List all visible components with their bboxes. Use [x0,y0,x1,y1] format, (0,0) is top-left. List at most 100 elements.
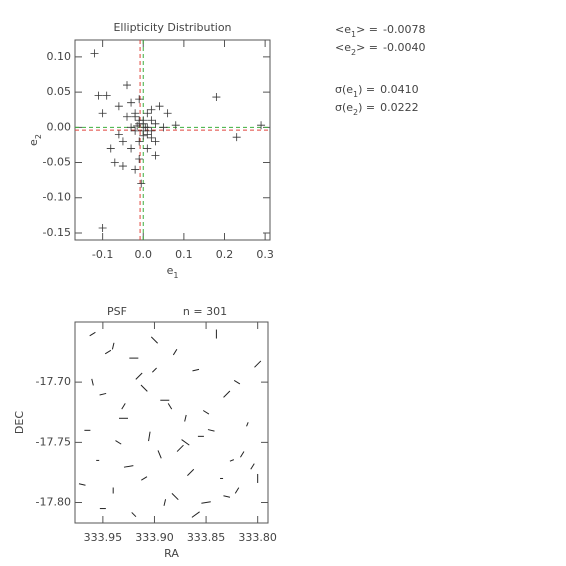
point [123,81,131,90]
whisker [187,468,195,476]
y-tick-label: 0.05 [47,85,72,98]
whisker [229,459,235,462]
x-tick-label: 0.2 [216,248,234,261]
whisker [201,501,211,504]
whisker [157,450,162,459]
x-tick-label: 0.0 [135,248,153,261]
whisker [234,487,240,494]
point [159,123,168,132]
point [135,137,144,146]
point [106,144,115,153]
point [151,137,160,146]
point [139,131,148,140]
x-tick-label: 0.1 [175,248,193,261]
stat-text: <e2> = -0.0040 [335,41,425,57]
stat-subscript: 1 [351,30,356,39]
point [155,102,164,111]
whisker [202,410,210,415]
point [147,126,156,135]
stat-label: σ(e [335,101,353,114]
whisker [223,390,231,398]
whisker [141,476,148,481]
x-tick-label: 333.90 [135,531,174,544]
point [143,109,152,118]
whisker [123,465,134,468]
whisker [191,511,200,518]
whisker [121,403,126,410]
point [127,144,136,153]
point [110,158,119,167]
point [151,151,160,160]
point [137,179,146,188]
axis-label-text: DEC [13,411,26,434]
whisker [254,360,262,368]
y-tick-label: -17.75 [36,435,71,448]
stat-value: -0.0078 [383,23,425,36]
point [102,91,111,100]
whisker [104,349,112,355]
point [163,109,172,118]
whisker [131,512,137,518]
whisker [163,499,167,506]
whisker [250,463,255,470]
whisker [176,444,184,452]
stat-text: σ(e2) = 0.0222 [335,101,419,117]
stat-value: -0.0040 [383,41,425,54]
whisker [172,348,178,356]
point [127,123,136,132]
y-tick-label: -0.10 [43,191,71,204]
point [131,165,140,174]
point [135,116,144,125]
point [90,49,99,58]
point [118,137,127,146]
whisker [233,379,241,385]
plot-frame [74,321,269,524]
point [232,133,241,142]
point [94,91,103,100]
stat-suffix: > = [356,23,378,36]
whisker [140,384,148,392]
stat-label: <e [335,23,351,36]
whisker [240,451,245,458]
axis-label: RA [164,547,179,560]
axis-label-text: e [27,139,40,146]
chart-subtitle: n = 301 [183,305,227,318]
point [98,109,107,118]
whisker [192,368,200,372]
point [151,119,160,128]
whisker [167,403,173,410]
stat-suffix: > = [356,41,378,54]
whisker [181,439,190,446]
y-tick-label: 0.10 [47,50,72,63]
chart-title: PSF [107,305,127,318]
stat-suffix: ) = [358,101,375,114]
whisker [171,492,179,501]
point [257,121,266,130]
chart-title: Ellipticity Distribution [113,21,231,34]
x-tick-label: 0.3 [256,248,274,261]
x-tick-label: 333.85 [187,531,226,544]
point [135,155,144,164]
point [141,123,150,132]
whisker [89,331,96,337]
stat-subscript: 2 [353,108,358,117]
whisker [78,483,86,486]
axis-label: e1 [167,264,179,280]
axis-label: DEC [13,411,26,434]
whisker [99,392,107,396]
point [147,105,156,114]
axis-label-subscript: 1 [173,271,178,280]
stat-subscript: 1 [353,90,358,99]
whisker [91,378,94,386]
point [135,95,144,104]
stat-value: 0.0222 [380,101,419,114]
whisker [223,495,231,498]
stat-label: <e [335,41,351,54]
x-tick-label: -0.1 [92,248,113,261]
x-tick-label: 333.95 [84,531,123,544]
axis-label-text: e [167,264,174,277]
whisker [151,367,157,373]
stat-text: σ(e1) = 0.0410 [335,83,419,99]
y-tick-label: 0.00 [47,120,72,133]
